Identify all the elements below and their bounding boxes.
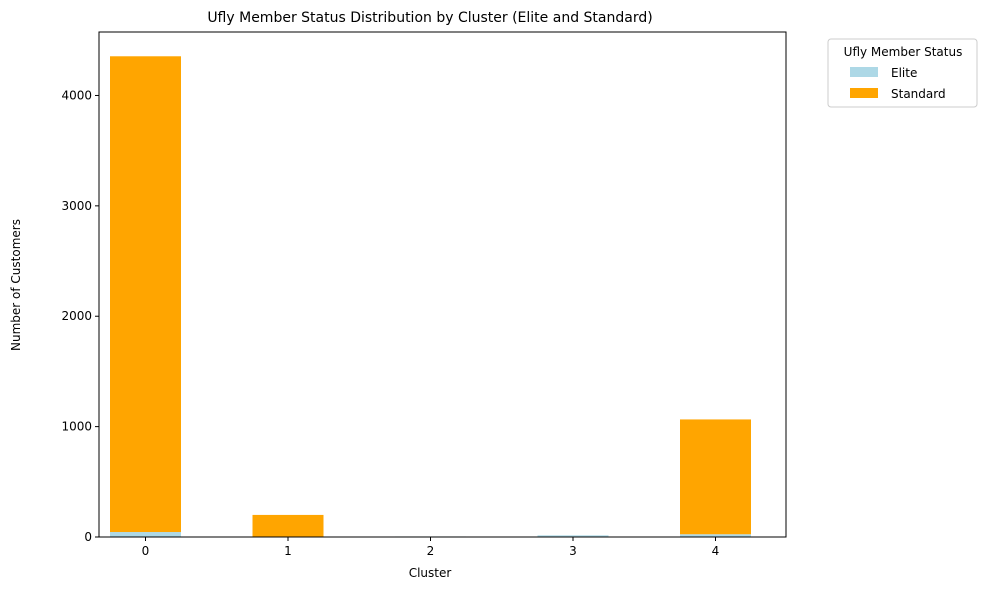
bar-standard-cluster-0 xyxy=(110,56,181,533)
y-axis: 0 1000 2000 3000 4000 xyxy=(61,88,99,544)
x-axis-title: Cluster xyxy=(409,566,452,580)
plot-area-frame xyxy=(98,31,787,538)
legend-swatch-elite xyxy=(850,67,878,77)
bar-elite-cluster-0 xyxy=(110,532,181,537)
bars-layer xyxy=(110,56,751,537)
legend-items: Elite Standard xyxy=(850,66,946,101)
legend: Ufly Member Status Elite Standard xyxy=(827,38,978,108)
x-axis: 0 1 2 3 4 xyxy=(142,537,720,558)
legend-label-elite: Elite xyxy=(891,66,917,80)
legend-label-standard: Standard xyxy=(891,87,946,101)
bar-elite-cluster-4 xyxy=(680,534,751,537)
legend-swatch-standard xyxy=(850,88,878,98)
x-tick-label: 4 xyxy=(712,544,720,558)
bar-standard-cluster-1 xyxy=(252,514,324,537)
y-tick-label: 1000 xyxy=(61,420,92,434)
y-tick-label: 3000 xyxy=(61,199,92,213)
legend-title: Ufly Member Status xyxy=(844,45,963,59)
x-tick-label: 0 xyxy=(142,544,150,558)
x-tick-label: 2 xyxy=(427,544,435,558)
x-tick-label: 3 xyxy=(569,544,577,558)
bar-standard-cluster-4 xyxy=(680,419,751,535)
y-tick-label: 2000 xyxy=(61,309,92,323)
y-axis-title: Number of Customers xyxy=(9,219,23,351)
bar-elite-cluster-3 xyxy=(537,535,609,537)
chart-title: Ufly Member Status Distribution by Clust… xyxy=(207,10,652,26)
x-tick-label: 1 xyxy=(284,544,292,558)
y-tick-label: 0 xyxy=(84,530,92,544)
y-tick-label: 4000 xyxy=(61,88,92,102)
